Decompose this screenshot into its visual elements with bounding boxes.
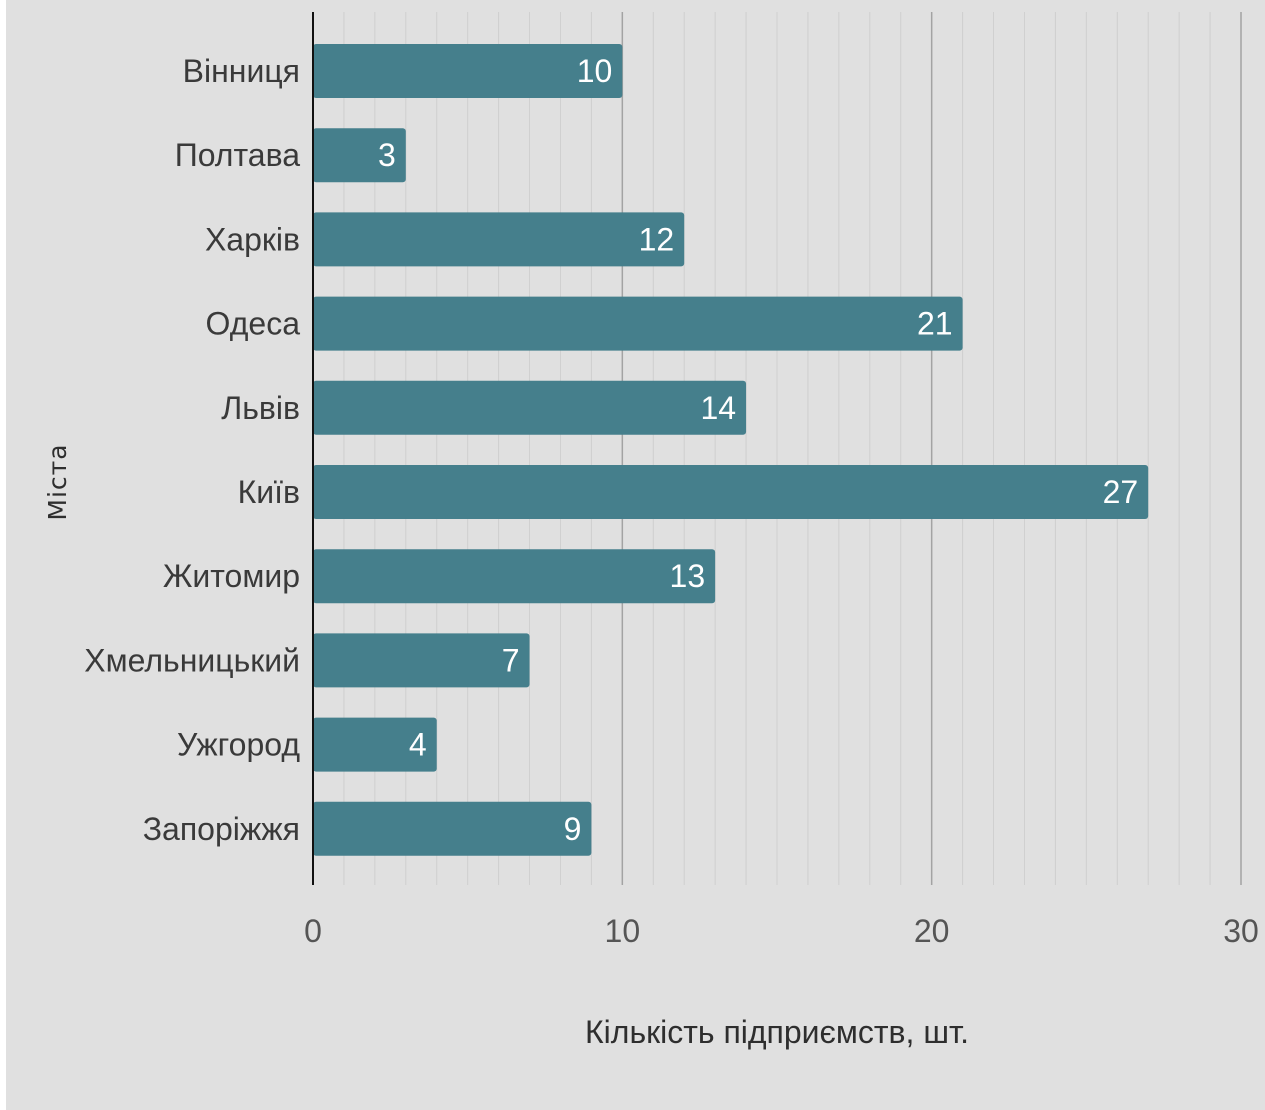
bar [313,801,592,856]
x-tick-label: 10 [605,913,641,949]
category-label: Запоріжжя [143,811,300,847]
x-tick-label: 0 [304,913,322,949]
category-label: Одеса [206,306,301,342]
chart-panel: 10 3 12 21 14 27 13 7 4 9 Вінниця Полтава Харків Оде… [6,0,1265,1110]
bar [313,380,747,435]
bar [313,128,406,183]
bar [313,44,623,98]
y-axis-title: Міста [43,443,72,520]
bars: 10 3 12 21 14 27 13 7 4 9 [313,44,1149,856]
x-tick-label: 20 [914,913,950,949]
x-tick-labels: 0 10 20 30 [304,913,1259,949]
bar-value-label: 10 [577,53,613,89]
bar-value-label: 12 [639,221,675,257]
bar-chart: 10 3 12 21 14 27 13 7 4 9 Вінниця Полтава Харків Оде… [43,12,1259,1050]
bar [313,633,530,688]
x-axis-title: Кількість підприємств, шт. [585,1014,969,1050]
bar [313,212,685,267]
bar-value-label: 13 [670,558,706,594]
category-label: Вінниця [183,53,300,89]
bar [313,465,1149,519]
bar [313,549,716,604]
bar-value-label: 9 [564,811,582,847]
category-label: Харків [205,221,300,257]
bar-value-label: 14 [700,390,736,426]
category-label: Житомир [163,558,300,594]
bar [313,296,963,351]
bar-value-label: 3 [378,137,396,173]
bar-value-label: 21 [917,306,953,342]
category-label: Хмельницький [84,642,300,678]
bar-value-label: 4 [409,727,427,763]
category-labels: Вінниця Полтава Харків Одеса Львів Київ Житоми… [84,53,300,847]
bar [313,717,437,772]
category-label: Ужгород [177,727,300,763]
bar-value-label: 27 [1103,474,1139,510]
x-tick-label: 30 [1223,913,1259,949]
category-label: Київ [238,474,300,510]
minor-gridlines [343,12,1211,885]
category-label: Полтава [175,137,301,173]
major-gridlines [621,12,1242,885]
bar-value-label: 7 [502,642,520,678]
category-label: Львів [221,390,300,426]
